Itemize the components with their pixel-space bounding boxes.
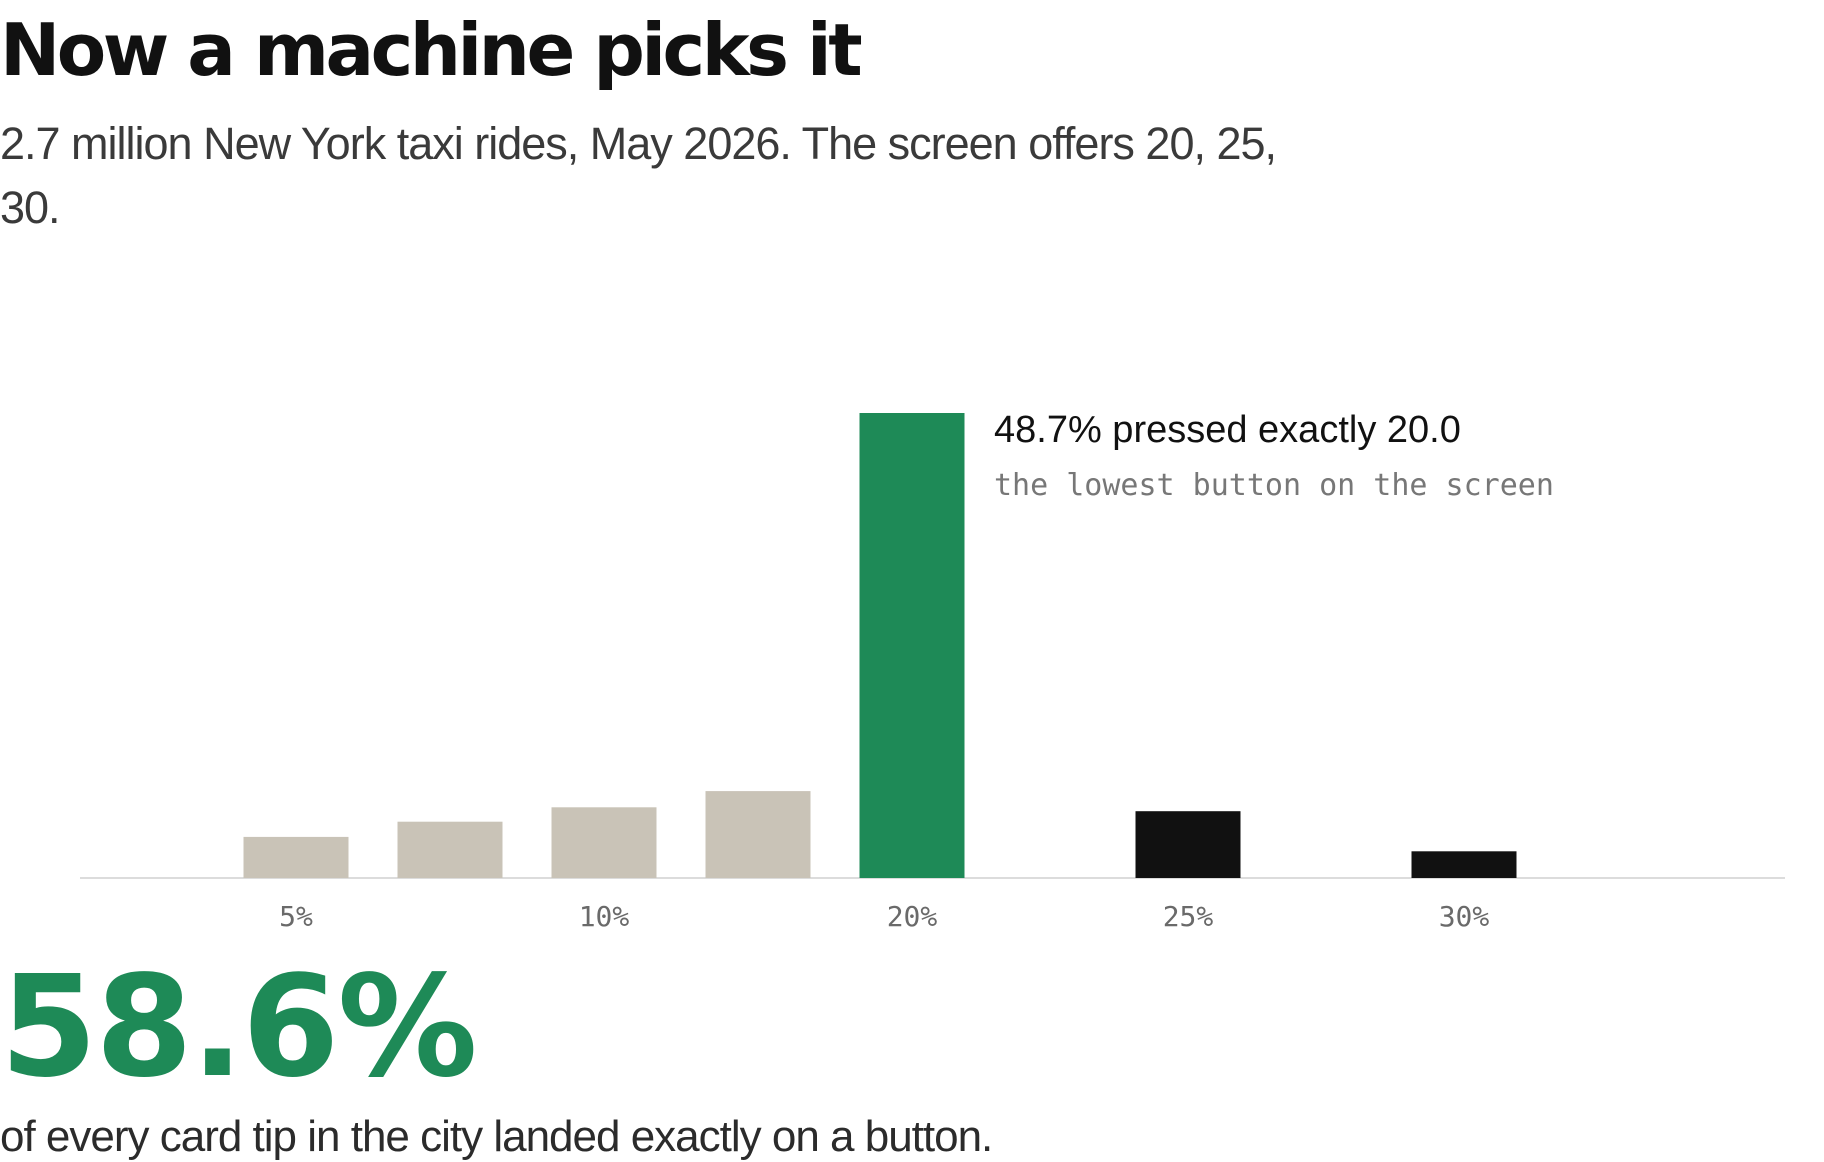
bar-chart-svg: 5% 10% 20% 25% 30% 48.7% pressed exactly 20.… (80, 409, 1785, 933)
x-tick-label: 30% (1439, 900, 1490, 933)
bar-10-percent (551, 807, 657, 878)
tick-labels-layer: 5% 10% 20% 25% 30% (279, 900, 1489, 933)
annotation-title: 48.7% pressed exactly 20.0 (994, 409, 1461, 451)
bar-8-percent (397, 821, 503, 878)
x-tick-label: 25% (1163, 900, 1214, 933)
tip-distribution-chart: 5% 10% 20% 25% 30% 48.7% pressed exactly 20.… (0, 380, 1824, 940)
bar-30-percent (1411, 851, 1517, 878)
bar-15-percent (705, 791, 811, 878)
chart-title: Now a machine picks it (0, 8, 863, 92)
x-tick-label: 20% (887, 900, 938, 933)
annotation-subtitle: the lowest button on the screen (994, 468, 1554, 503)
bars-layer (243, 413, 1517, 878)
bar-20-percent (859, 413, 965, 878)
headline-stat: 58.6% (0, 946, 478, 1109)
bar-5-percent (243, 836, 349, 878)
stat-caption: of every card tip in the city landed exa… (0, 1112, 993, 1161)
x-tick-label: 10% (579, 900, 630, 933)
bar-25-percent (1135, 811, 1241, 878)
chart-subtitle: 2.7 million New York taxi rides, May 202… (0, 118, 1277, 233)
x-tick-label: 5% (279, 900, 313, 933)
